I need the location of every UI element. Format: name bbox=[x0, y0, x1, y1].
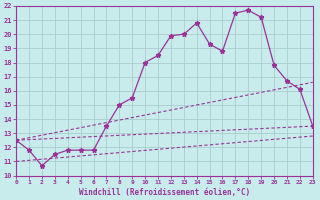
X-axis label: Windchill (Refroidissement éolien,°C): Windchill (Refroidissement éolien,°C) bbox=[79, 188, 250, 197]
